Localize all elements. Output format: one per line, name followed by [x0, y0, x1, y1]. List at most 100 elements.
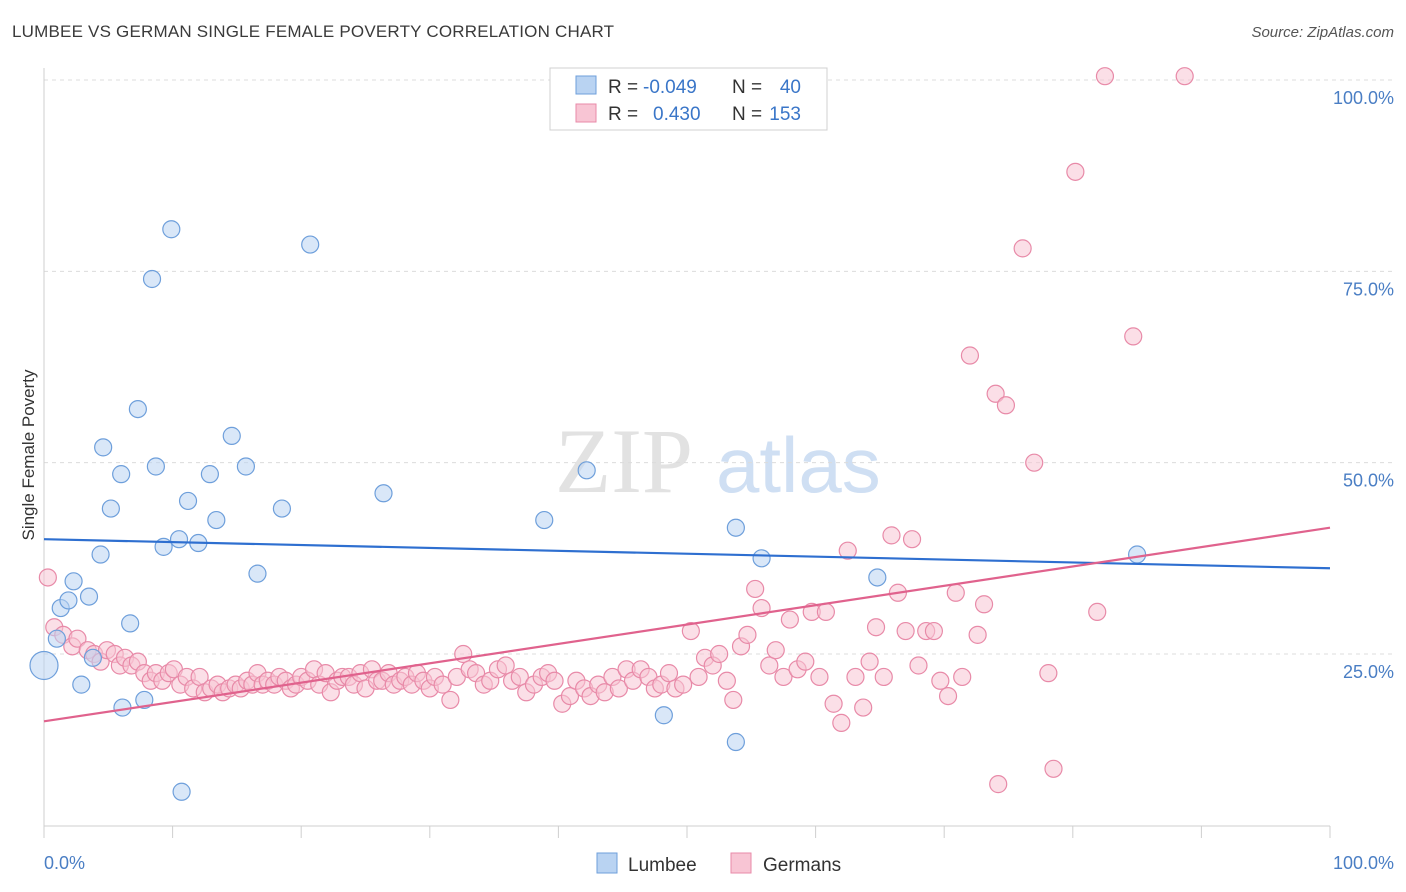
lumbee-point: [101, 499, 120, 518]
series-legend-label-lumbee: Lumbee: [628, 855, 697, 876]
lumbee-point: [47, 629, 66, 648]
german-point: [938, 686, 958, 706]
lumbee-point: [1127, 545, 1147, 564]
x-tick-label-min: 0.0%: [44, 853, 85, 873]
german-point: [674, 675, 693, 694]
german-point: [1088, 602, 1107, 622]
lumbee-point: [236, 457, 256, 476]
lumbee-point: [752, 549, 771, 568]
trend-lines: [43, 526, 1331, 723]
legend-r-value-lumbee: -0.049: [643, 77, 697, 98]
legend-n-label-germans: N =: [732, 104, 762, 125]
german-point: [960, 346, 980, 365]
german-point: [909, 656, 928, 675]
lumbee-point: [94, 438, 113, 457]
german-point: [902, 530, 922, 549]
german-point: [38, 568, 57, 587]
series-legend-swatch-lumbee: [596, 852, 618, 874]
german-point: [838, 541, 857, 560]
german-point: [989, 775, 1008, 794]
german-point: [68, 629, 87, 648]
lumbee-point: [726, 518, 745, 537]
y-tick-label: 100.0%: [1333, 88, 1394, 108]
german-point: [854, 698, 873, 717]
german-point: [766, 641, 785, 660]
y-tick-label: 50.0%: [1343, 471, 1394, 491]
y-tick-label: 25.0%: [1343, 662, 1394, 682]
data-points: [29, 67, 1194, 801]
german-point: [874, 667, 893, 687]
legend-swatch-germans: [575, 103, 597, 123]
legend-r-label-lumbee: R =: [608, 77, 638, 98]
lumbee-point: [83, 648, 102, 667]
lumbee-point: [79, 587, 99, 606]
lumbee-point: [112, 465, 131, 484]
y-tick-labels: 25.0% 50.0% 75.0% 100.0%: [1333, 88, 1394, 682]
german-point: [659, 664, 679, 683]
legend-swatch-lumbee: [575, 75, 597, 95]
german-point: [1013, 239, 1032, 258]
lumbee-point: [29, 650, 59, 681]
german-point: [824, 694, 843, 713]
lumbee-point: [726, 732, 745, 752]
correlation-legend: R = -0.049 N = 40 R = 0.430 N = 153: [549, 67, 828, 131]
german-point: [724, 690, 743, 710]
y-tick-label: 75.0%: [1343, 279, 1394, 299]
lumbee-point: [178, 491, 198, 511]
lumbee-point: [146, 457, 165, 476]
lumbee-point: [301, 235, 320, 254]
lumbee-point: [207, 510, 226, 530]
german-point: [510, 667, 529, 687]
german-point: [1095, 67, 1115, 86]
lumbee-point: [172, 782, 191, 801]
lumbee-trend-line: [43, 538, 1331, 570]
german-point: [974, 595, 994, 614]
lumbee-point: [535, 510, 554, 530]
german-point: [924, 621, 944, 641]
german-point: [560, 686, 580, 706]
grid-lines: [44, 79, 1394, 655]
german-point: [866, 618, 886, 637]
german-point: [1039, 664, 1058, 683]
german-trend-line: [43, 526, 1331, 723]
lumbee-point: [59, 591, 78, 610]
german-point: [780, 610, 799, 629]
lumbee-point: [222, 426, 241, 445]
german-point: [738, 625, 757, 644]
lumbee-point: [91, 545, 110, 564]
lumbee-point: [142, 269, 162, 289]
lumbee-point: [272, 499, 292, 518]
german-point: [746, 579, 765, 599]
german-point: [1066, 162, 1085, 181]
legend-n-value-germans: 153: [769, 104, 801, 125]
legend-r-value-germans: 0.430: [653, 104, 701, 125]
german-point: [1044, 759, 1063, 778]
chart-title: LUMBEE VS GERMAN SINGLE FEMALE POVERTY C…: [12, 22, 615, 41]
lumbee-point: [135, 690, 154, 710]
german-point: [689, 667, 708, 687]
lumbee-point: [868, 568, 887, 587]
legend-n-value-lumbee: 40: [780, 77, 801, 98]
lumbee-point: [72, 675, 91, 694]
series-legend: Lumbee Germans: [596, 852, 841, 876]
german-point: [433, 675, 452, 694]
german-point: [774, 667, 793, 687]
german-point: [896, 621, 915, 641]
legend-n-label-lumbee: N =: [732, 77, 762, 98]
lumbee-point: [654, 706, 673, 725]
german-point: [931, 671, 950, 690]
german-point: [1025, 453, 1044, 472]
lumbee-point: [200, 465, 219, 484]
legend-r-label-germans: R =: [608, 104, 638, 125]
lumbee-point: [64, 572, 83, 591]
series-legend-swatch-germans: [730, 852, 752, 874]
german-point: [882, 526, 901, 545]
german-point: [717, 671, 736, 690]
german-point: [946, 583, 965, 602]
german-point: [810, 667, 829, 687]
german-point: [796, 652, 815, 671]
lumbee-point: [121, 614, 140, 633]
german-point: [609, 679, 628, 698]
lumbee-point: [128, 399, 147, 419]
